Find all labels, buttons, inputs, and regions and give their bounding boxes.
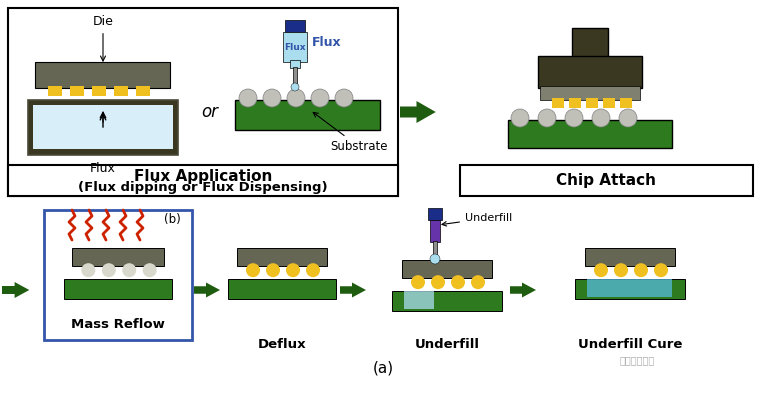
- Bar: [460, 165, 753, 196]
- Circle shape: [82, 263, 95, 277]
- Bar: [228, 279, 336, 299]
- Bar: [70, 86, 84, 96]
- Bar: [552, 98, 564, 108]
- Bar: [587, 279, 672, 297]
- Bar: [538, 56, 642, 88]
- Bar: [235, 100, 380, 130]
- Bar: [48, 86, 62, 96]
- Bar: [428, 208, 442, 220]
- Bar: [433, 241, 437, 257]
- Bar: [35, 62, 170, 88]
- Text: Underfill Cure: Underfill Cure: [578, 339, 682, 351]
- Text: Flux: Flux: [284, 43, 306, 51]
- Bar: [92, 86, 106, 96]
- Text: Mass Reflow: Mass Reflow: [71, 318, 165, 330]
- Bar: [508, 120, 672, 148]
- Circle shape: [538, 109, 556, 127]
- Text: Deflux: Deflux: [258, 339, 306, 351]
- Circle shape: [614, 263, 628, 277]
- Bar: [8, 165, 398, 196]
- Bar: [33, 105, 173, 149]
- Text: or: or: [201, 103, 219, 121]
- Text: Underfill: Underfill: [415, 339, 479, 351]
- Circle shape: [306, 263, 320, 277]
- Circle shape: [592, 109, 610, 127]
- Circle shape: [634, 263, 648, 277]
- Bar: [64, 279, 172, 299]
- Circle shape: [411, 275, 425, 289]
- FancyArrow shape: [2, 282, 29, 298]
- Bar: [285, 20, 305, 32]
- FancyArrow shape: [510, 283, 536, 297]
- Bar: [136, 86, 150, 96]
- Circle shape: [239, 89, 257, 107]
- Text: (a): (a): [373, 361, 393, 375]
- Bar: [293, 67, 297, 85]
- Bar: [569, 98, 581, 108]
- Bar: [430, 220, 440, 242]
- FancyArrow shape: [194, 283, 220, 297]
- Circle shape: [102, 263, 116, 277]
- Text: Underfill: Underfill: [442, 213, 512, 226]
- Circle shape: [311, 89, 329, 107]
- Text: Flux: Flux: [90, 162, 116, 175]
- Text: (b): (b): [164, 213, 181, 226]
- Text: Flux Application: Flux Application: [134, 168, 272, 183]
- Text: 艾邦半导体网: 艾邦半导体网: [620, 355, 655, 365]
- Bar: [290, 60, 300, 68]
- Circle shape: [286, 263, 300, 277]
- Bar: [575, 279, 685, 299]
- Text: Chip Attach: Chip Attach: [556, 174, 656, 189]
- Bar: [603, 98, 615, 108]
- Bar: [28, 100, 178, 155]
- Bar: [402, 260, 492, 278]
- Circle shape: [142, 263, 157, 277]
- Circle shape: [122, 263, 136, 277]
- Text: Flux: Flux: [312, 37, 341, 49]
- Circle shape: [565, 109, 583, 127]
- Bar: [586, 98, 598, 108]
- Circle shape: [471, 275, 485, 289]
- Circle shape: [431, 275, 445, 289]
- Bar: [114, 86, 128, 96]
- Bar: [283, 32, 307, 62]
- FancyArrow shape: [340, 283, 366, 297]
- Bar: [404, 291, 434, 309]
- Text: Substrate: Substrate: [313, 112, 388, 153]
- Circle shape: [511, 109, 529, 127]
- Text: Die: Die: [92, 15, 114, 61]
- Bar: [585, 248, 675, 266]
- Bar: [44, 210, 192, 340]
- Circle shape: [430, 254, 440, 264]
- Circle shape: [619, 109, 637, 127]
- Bar: [237, 248, 327, 266]
- Bar: [620, 98, 632, 108]
- Bar: [72, 248, 164, 266]
- FancyArrow shape: [400, 101, 436, 123]
- Bar: [392, 291, 502, 311]
- Bar: [572, 28, 608, 58]
- Bar: [540, 86, 640, 100]
- Circle shape: [654, 263, 668, 277]
- Circle shape: [335, 89, 353, 107]
- Circle shape: [594, 263, 608, 277]
- Circle shape: [291, 83, 299, 91]
- Circle shape: [246, 263, 260, 277]
- Bar: [8, 8, 398, 196]
- Circle shape: [266, 263, 280, 277]
- Circle shape: [451, 275, 465, 289]
- Circle shape: [263, 89, 281, 107]
- Circle shape: [287, 89, 305, 107]
- Text: (Flux dipping or Flux Dispensing): (Flux dipping or Flux Dispensing): [78, 181, 328, 195]
